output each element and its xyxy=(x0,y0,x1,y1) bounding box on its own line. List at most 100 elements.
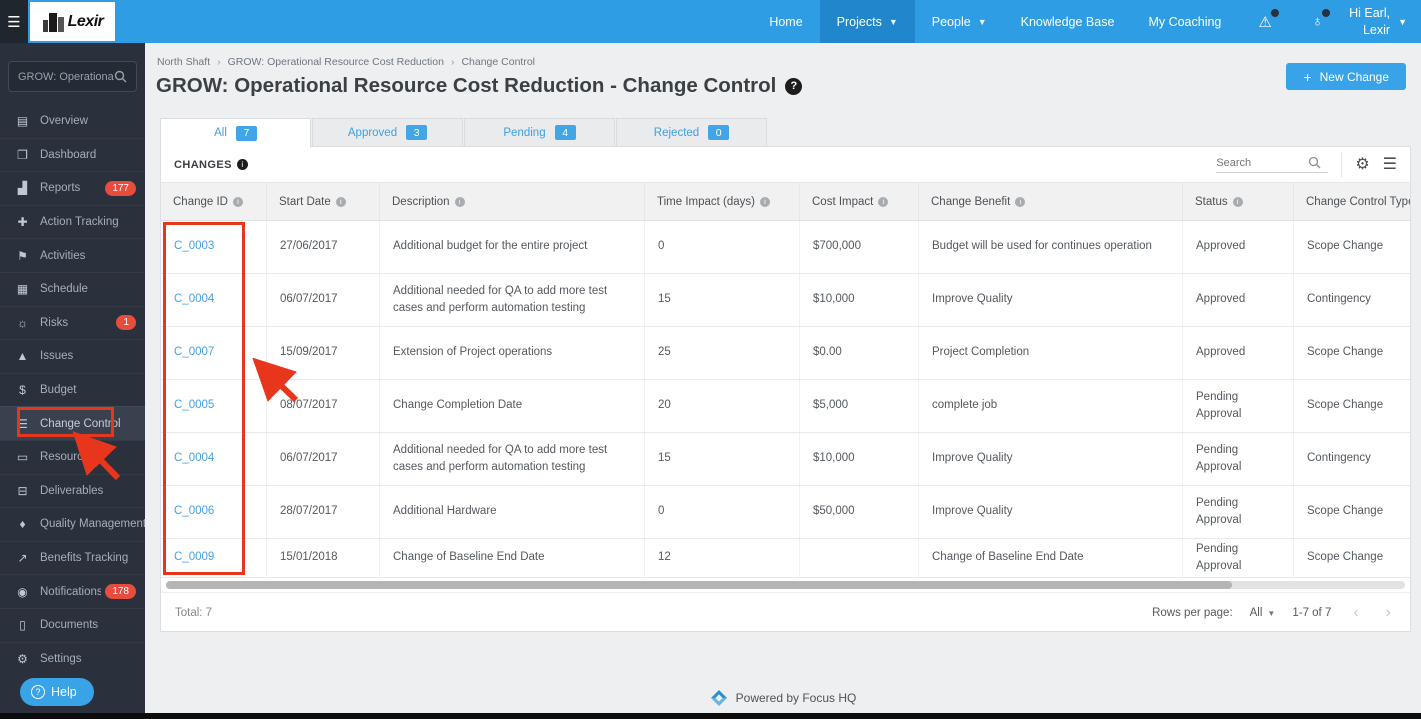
scrollbar-thumb[interactable] xyxy=(166,581,1232,589)
column-menu-icon[interactable]: ☰ xyxy=(1382,155,1397,173)
info-icon: i xyxy=(1015,196,1026,207)
tab-rejected[interactable]: Rejected 0 xyxy=(616,118,767,146)
sidebar-item-activities[interactable]: ⚑ Activities xyxy=(0,238,145,272)
scrollbar-track[interactable] xyxy=(166,581,1405,589)
change-id-link[interactable]: C_0004 xyxy=(174,452,215,465)
issues-icon: ▲ xyxy=(16,349,29,364)
table-search-input[interactable] xyxy=(1216,156,1309,169)
sidebar-item-budget[interactable]: $ Budget xyxy=(0,372,145,407)
table-search xyxy=(1216,156,1329,173)
column-header-label: Description xyxy=(392,195,450,208)
change-id-link[interactable]: C_0004 xyxy=(174,293,215,306)
alerts-button[interactable]: ⚠ xyxy=(1238,0,1291,43)
cell-cost-impact: $10,000 xyxy=(799,274,918,326)
sidebar-item-documents[interactable]: ▯ Documents xyxy=(0,607,145,642)
project-selector[interactable]: GROW: Operationa... xyxy=(8,61,137,92)
globe-icon: ♁ xyxy=(1311,13,1324,30)
change-id-link[interactable]: C_0007 xyxy=(174,346,215,359)
cell-description: Additional needed for QA to add more tes… xyxy=(379,433,644,485)
sidebar: GROW: Operationa... ▤ Overview ❐ Dashboard ▟… xyxy=(0,43,145,719)
sidebar-item-label: Deliverables xyxy=(40,484,104,497)
breadcrumb-item-north-shaft[interactable]: North Shaft xyxy=(157,56,211,68)
previous-page-button[interactable]: ‹ xyxy=(1353,604,1359,621)
cell-cost-impact: $10,000 xyxy=(799,433,918,485)
table-row: C_0004 06/07/2017 Additional needed for QA… xyxy=(161,274,1410,327)
sidebar-item-overview[interactable]: ▤ Overview xyxy=(0,104,145,138)
cell-description: Change Completion Date xyxy=(379,380,644,432)
sidebar-item-reports[interactable]: ▟ Reports 177 xyxy=(0,171,145,205)
cell-start-date: 06/07/2017 xyxy=(266,433,379,485)
hamburger-icon: ☰ xyxy=(7,13,21,31)
column-header-change-id[interactable]: Change ID i xyxy=(161,183,266,220)
column-header-cost-impact[interactable]: Cost Impact i xyxy=(799,183,918,220)
cell-change-control-type: Contingency xyxy=(1293,433,1410,485)
cell-change-id: C_0007 xyxy=(161,327,266,379)
rows-per-page-select[interactable]: All ▼ xyxy=(1250,607,1276,619)
breadcrumb-separator: › xyxy=(450,56,455,68)
cell-status: Approved xyxy=(1182,327,1293,379)
gear-icon[interactable]: ⚙ xyxy=(1355,155,1370,173)
sidebar-item-deliverables[interactable]: ⊟ Deliverables xyxy=(0,473,145,508)
benefits-tracking-icon: ↗ xyxy=(17,551,28,566)
language-button[interactable]: ♁ xyxy=(1292,0,1343,43)
column-header-time-impact-days-[interactable]: Time Impact (days) i xyxy=(644,183,799,220)
help-button[interactable]: ? Help xyxy=(20,678,94,706)
nav-item-projects[interactable]: Projects ▼ xyxy=(819,0,915,43)
tab-label: Approved xyxy=(347,126,398,139)
info-icon[interactable]: i xyxy=(236,159,248,170)
column-header-description[interactable]: Description i xyxy=(379,183,644,220)
change-id-link[interactable]: C_0009 xyxy=(174,551,215,564)
nav-item-home[interactable]: Home xyxy=(752,0,819,43)
sidebar-item-label: Settings xyxy=(40,652,82,665)
sidebar-item-change-control[interactable]: ☰ Change Control xyxy=(0,406,145,440)
change-id-link[interactable]: C_0006 xyxy=(174,505,215,518)
cell-change-id: C_0004 xyxy=(161,274,266,326)
change-id-link[interactable]: C_0005 xyxy=(174,399,215,412)
sidebar-item-settings[interactable]: ⚙ Settings xyxy=(0,641,145,676)
cell-change-id: C_0004 xyxy=(161,433,266,485)
sidebar-item-benefits-tracking[interactable]: ↗ Benefits Tracking xyxy=(0,540,145,575)
nav-item-people[interactable]: People ▼ xyxy=(915,0,1004,43)
top-navigation-bar: ☰ Lexir Home Projects ▼ People ▼ Knowledge Ba… xyxy=(0,0,1421,43)
cell-status: Approved xyxy=(1182,221,1293,273)
new-change-button[interactable]: + New Change xyxy=(1286,63,1406,90)
pagination-range: 1-7 of 7 xyxy=(1292,607,1332,619)
sidebar-item-quality-management[interactable]: ♦ Quality Management xyxy=(0,507,145,541)
breadcrumb-item-grow-operational-resource-cost-reduction[interactable]: GROW: Operational Resource Cost Reductio… xyxy=(227,56,444,68)
column-header-status[interactable]: Status i xyxy=(1182,183,1293,220)
nav-item-my-coaching[interactable]: My Coaching xyxy=(1131,0,1238,43)
app-logo[interactable]: Lexir xyxy=(30,2,115,41)
settings-icon: ⚙ xyxy=(17,651,28,666)
user-menu[interactable]: Hi Earl, Lexir ▼ xyxy=(1343,0,1421,43)
sidebar-item-dashboard[interactable]: ❐ Dashboard xyxy=(0,137,145,172)
change-id-link[interactable]: C_0003 xyxy=(174,240,215,253)
sidebar-toggle-button[interactable]: ☰ xyxy=(0,0,28,43)
sidebar-item-schedule[interactable]: ▦ Schedule xyxy=(0,271,145,306)
sidebar-item-label: Issues xyxy=(40,350,74,363)
cell-change-control-type: Scope Change xyxy=(1293,380,1410,432)
sidebar-item-action-tracking[interactable]: ✚ Action Tracking xyxy=(0,204,145,239)
column-header-start-date[interactable]: Start Date i xyxy=(266,183,379,220)
info-icon: i xyxy=(1232,196,1243,207)
sidebar-item-risks[interactable]: ☼ Risks 1 xyxy=(0,305,145,340)
cell-change-id: C_0003 xyxy=(161,221,266,273)
tab-count-badge: 0 xyxy=(708,125,730,140)
tab-approved[interactable]: Approved 3 xyxy=(312,118,463,146)
tab-pending[interactable]: Pending 4 xyxy=(464,118,615,146)
sidebar-item-notifications[interactable]: ◉ Notifications 178 xyxy=(0,574,145,608)
breadcrumb-item-change-control[interactable]: Change Control xyxy=(461,56,535,68)
nav-item-knowledge-base[interactable]: Knowledge Base xyxy=(1004,0,1132,43)
sidebar-item-issues[interactable]: ▲ Issues xyxy=(0,339,145,373)
column-header-change-benefit[interactable]: Change Benefit i xyxy=(918,183,1182,220)
next-page-button[interactable]: › xyxy=(1385,604,1391,621)
sidebar-item-resourcing[interactable]: ▭ Resourcing xyxy=(0,439,145,474)
page-help-icon[interactable]: ? xyxy=(785,77,803,95)
sidebar-item-label: Schedule xyxy=(40,283,88,296)
column-header-change-control-type[interactable]: Change Control Typei xyxy=(1293,183,1410,220)
nav-menu: Home Projects ▼ People ▼ Knowledge Base My Coa… xyxy=(752,0,1238,43)
cell-description: Additional budget for the entire project xyxy=(379,221,644,273)
cell-time-impact: 15 xyxy=(644,433,799,485)
tab-all[interactable]: All 7 xyxy=(160,118,311,147)
table-row: C_0004 06/07/2017 Additional needed for QA… xyxy=(161,433,1410,486)
cell-status: Pending Approval xyxy=(1182,433,1293,485)
